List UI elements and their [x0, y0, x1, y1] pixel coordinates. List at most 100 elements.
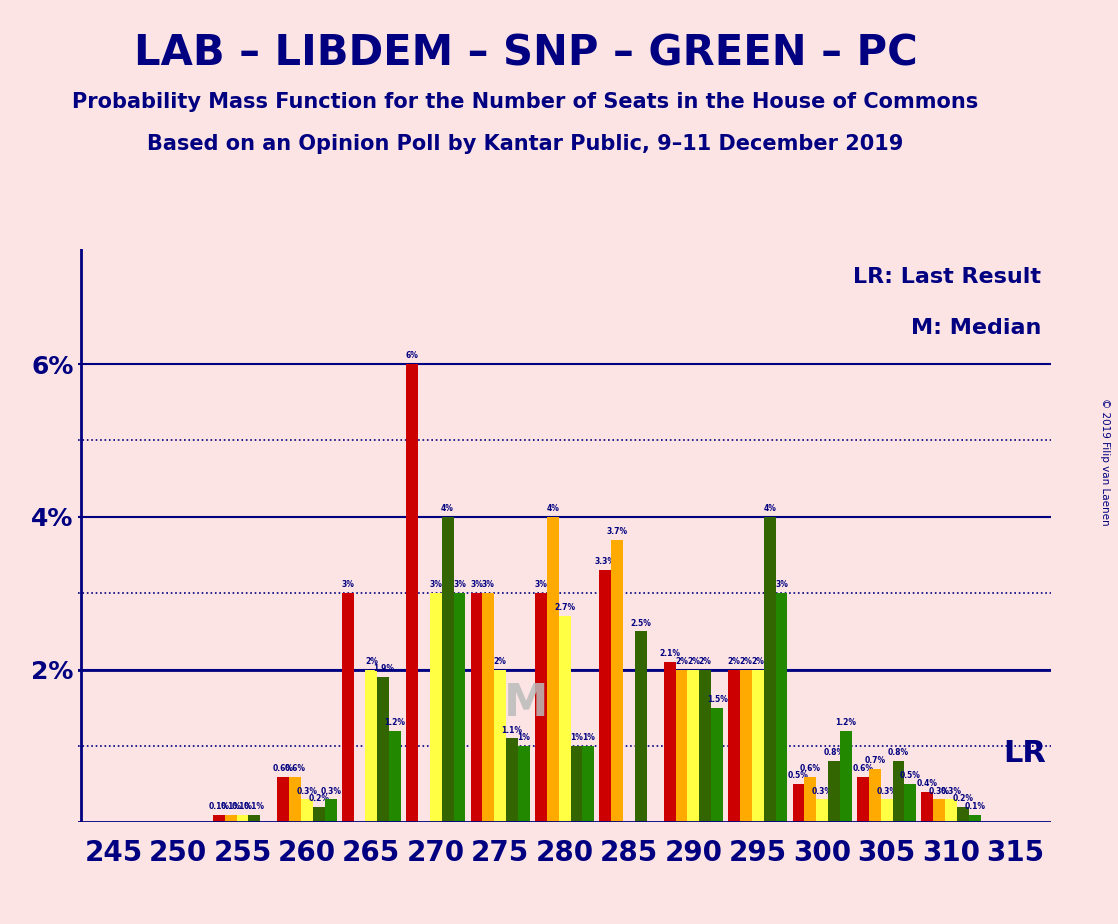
Text: Probability Mass Function for the Number of Seats in the House of Commons: Probability Mass Function for the Number… — [73, 92, 978, 113]
Bar — [728, 670, 740, 822]
Bar — [764, 517, 776, 822]
Text: 0.6%: 0.6% — [852, 764, 873, 772]
Text: 1.2%: 1.2% — [835, 718, 856, 727]
Bar — [212, 815, 225, 822]
Bar — [869, 769, 881, 822]
Text: © 2019 Filip van Laenen: © 2019 Filip van Laenen — [1100, 398, 1109, 526]
Text: Based on an Opinion Poll by Kantar Public, 9–11 December 2019: Based on an Opinion Poll by Kantar Publi… — [148, 134, 903, 154]
Text: 1%: 1% — [570, 733, 582, 742]
Text: 1.2%: 1.2% — [385, 718, 406, 727]
Bar — [675, 670, 688, 822]
Text: 3%: 3% — [534, 580, 548, 590]
Text: 2%: 2% — [699, 657, 712, 666]
Text: 2.5%: 2.5% — [631, 618, 652, 627]
Text: 2%: 2% — [494, 657, 506, 666]
Text: 3.7%: 3.7% — [607, 527, 627, 536]
Text: 0.1%: 0.1% — [965, 802, 985, 811]
Bar — [805, 776, 816, 822]
Bar — [858, 776, 869, 822]
Bar — [454, 593, 465, 822]
Text: 2.7%: 2.7% — [555, 603, 575, 613]
Text: 0.3%: 0.3% — [877, 786, 897, 796]
Bar — [881, 799, 892, 822]
Text: 0.6%: 0.6% — [799, 764, 821, 772]
Text: 0.7%: 0.7% — [864, 756, 885, 765]
Bar — [828, 761, 840, 822]
Text: 4%: 4% — [547, 504, 559, 513]
Text: 2%: 2% — [728, 657, 740, 666]
Text: 3%: 3% — [341, 580, 354, 590]
Bar — [612, 540, 623, 822]
Text: 3.3%: 3.3% — [595, 557, 616, 566]
Bar — [301, 799, 313, 822]
Bar — [342, 593, 353, 822]
Bar — [377, 677, 389, 822]
Bar — [559, 616, 570, 822]
Text: 2%: 2% — [675, 657, 688, 666]
Bar — [700, 670, 711, 822]
Text: 2%: 2% — [751, 657, 765, 666]
Bar — [711, 708, 723, 822]
Bar — [904, 784, 917, 822]
Text: 0.5%: 0.5% — [900, 772, 921, 781]
Text: 3%: 3% — [470, 580, 483, 590]
Bar — [442, 517, 454, 822]
Text: 0.3%: 0.3% — [320, 786, 341, 796]
Text: 0.8%: 0.8% — [888, 748, 909, 758]
Bar — [290, 776, 301, 822]
Bar — [248, 815, 260, 822]
Text: LR: LR — [1003, 739, 1046, 768]
Text: 0.1%: 0.1% — [208, 802, 229, 811]
Text: 0.6%: 0.6% — [273, 764, 294, 772]
Text: 0.5%: 0.5% — [788, 772, 809, 781]
Bar — [599, 570, 612, 822]
Text: 1.1%: 1.1% — [502, 725, 522, 735]
Bar — [237, 815, 248, 822]
Bar — [582, 746, 595, 822]
Text: 0.3%: 0.3% — [929, 786, 949, 796]
Text: 1%: 1% — [581, 733, 595, 742]
Bar — [635, 631, 647, 822]
Bar — [494, 670, 506, 822]
Text: 3%: 3% — [775, 580, 788, 590]
Text: 3%: 3% — [482, 580, 495, 590]
Bar — [313, 807, 324, 822]
Text: 4%: 4% — [764, 504, 776, 513]
Text: 0.8%: 0.8% — [824, 748, 845, 758]
Text: 0.3%: 0.3% — [296, 786, 318, 796]
Text: 0.4%: 0.4% — [917, 779, 938, 788]
Bar — [816, 799, 828, 822]
Text: LR: Last Result: LR: Last Result — [853, 267, 1041, 286]
Bar — [664, 662, 675, 822]
Text: 0.3%: 0.3% — [812, 786, 833, 796]
Bar — [921, 792, 934, 822]
Text: 1%: 1% — [518, 733, 530, 742]
Text: 1.5%: 1.5% — [707, 695, 728, 704]
Text: 3%: 3% — [453, 580, 466, 590]
Bar — [277, 776, 290, 822]
Bar — [934, 799, 945, 822]
Bar — [740, 670, 752, 822]
Text: 0.1%: 0.1% — [220, 802, 241, 811]
Bar — [688, 670, 700, 822]
Bar — [547, 517, 559, 822]
Bar — [957, 807, 969, 822]
Bar — [892, 761, 904, 822]
Text: 6%: 6% — [406, 351, 418, 360]
Bar — [406, 364, 418, 822]
Text: 0.2%: 0.2% — [953, 795, 974, 803]
Text: 3%: 3% — [429, 580, 443, 590]
Text: 0.6%: 0.6% — [285, 764, 305, 772]
Text: 0.2%: 0.2% — [309, 795, 330, 803]
Bar — [518, 746, 530, 822]
Bar — [366, 670, 377, 822]
Text: M: M — [504, 683, 548, 725]
Bar — [969, 815, 980, 822]
Text: 0.1%: 0.1% — [233, 802, 253, 811]
Text: 2%: 2% — [686, 657, 700, 666]
Text: 0.3%: 0.3% — [940, 786, 961, 796]
Bar — [429, 593, 442, 822]
Bar — [506, 738, 518, 822]
Text: 2%: 2% — [739, 657, 752, 666]
Bar — [225, 815, 237, 822]
